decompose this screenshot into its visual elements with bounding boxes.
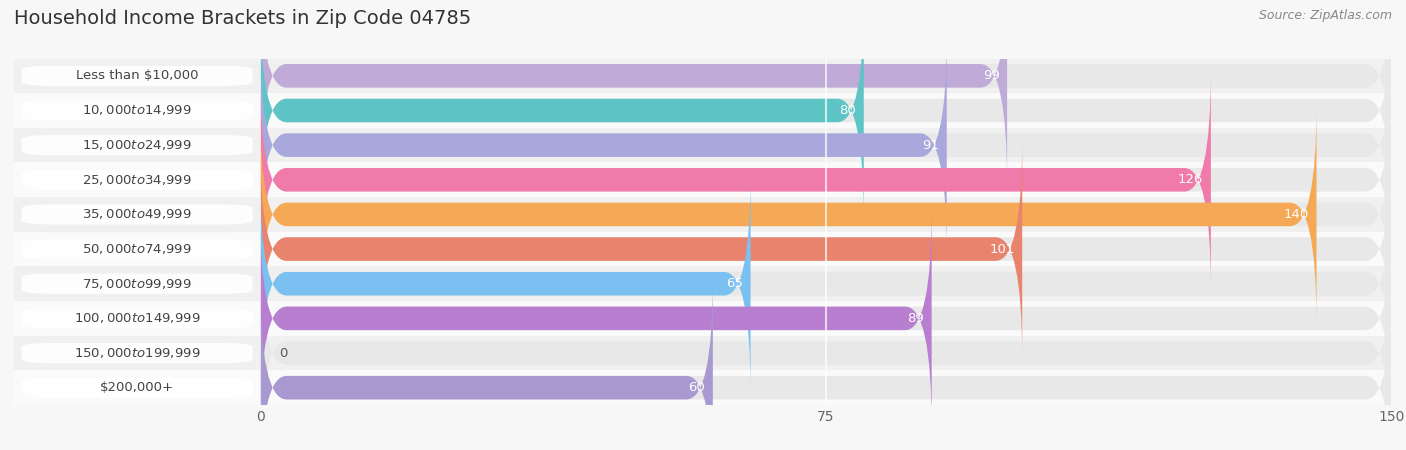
FancyBboxPatch shape <box>21 274 253 294</box>
Text: $200,000+: $200,000+ <box>100 381 174 394</box>
FancyBboxPatch shape <box>260 301 1392 336</box>
FancyBboxPatch shape <box>21 239 253 259</box>
FancyBboxPatch shape <box>260 128 1392 162</box>
FancyBboxPatch shape <box>14 266 260 301</box>
Text: $15,000 to $24,999: $15,000 to $24,999 <box>82 138 193 152</box>
Text: 65: 65 <box>725 277 742 290</box>
Text: $25,000 to $34,999: $25,000 to $34,999 <box>82 173 193 187</box>
FancyBboxPatch shape <box>21 308 253 328</box>
FancyBboxPatch shape <box>260 105 1392 324</box>
FancyBboxPatch shape <box>14 197 260 232</box>
FancyBboxPatch shape <box>260 70 1211 289</box>
FancyBboxPatch shape <box>260 209 932 428</box>
FancyBboxPatch shape <box>260 0 1007 185</box>
FancyBboxPatch shape <box>21 204 253 225</box>
FancyBboxPatch shape <box>14 336 260 370</box>
FancyBboxPatch shape <box>21 343 253 363</box>
FancyBboxPatch shape <box>14 128 260 162</box>
Text: 126: 126 <box>1178 173 1204 186</box>
FancyBboxPatch shape <box>260 232 1392 266</box>
FancyBboxPatch shape <box>260 197 1392 232</box>
FancyBboxPatch shape <box>260 266 1392 301</box>
FancyBboxPatch shape <box>260 58 1392 93</box>
FancyBboxPatch shape <box>21 170 253 190</box>
FancyBboxPatch shape <box>260 174 751 393</box>
FancyBboxPatch shape <box>21 135 253 155</box>
FancyBboxPatch shape <box>21 66 253 86</box>
FancyBboxPatch shape <box>260 1 863 220</box>
FancyBboxPatch shape <box>14 232 260 266</box>
Text: 80: 80 <box>839 104 856 117</box>
FancyBboxPatch shape <box>260 209 1392 428</box>
Text: Household Income Brackets in Zip Code 04785: Household Income Brackets in Zip Code 04… <box>14 9 471 28</box>
FancyBboxPatch shape <box>21 100 253 121</box>
FancyBboxPatch shape <box>14 93 260 128</box>
FancyBboxPatch shape <box>14 370 260 405</box>
FancyBboxPatch shape <box>260 36 946 255</box>
FancyBboxPatch shape <box>260 370 1392 405</box>
FancyBboxPatch shape <box>260 174 1392 393</box>
FancyBboxPatch shape <box>260 70 1392 289</box>
FancyBboxPatch shape <box>21 378 253 398</box>
Text: 101: 101 <box>990 243 1015 256</box>
FancyBboxPatch shape <box>260 36 1392 255</box>
Text: $75,000 to $99,999: $75,000 to $99,999 <box>82 277 193 291</box>
FancyBboxPatch shape <box>260 243 1392 450</box>
FancyBboxPatch shape <box>260 278 713 450</box>
Text: 99: 99 <box>983 69 1000 82</box>
Text: $150,000 to $199,999: $150,000 to $199,999 <box>75 346 200 360</box>
FancyBboxPatch shape <box>260 1 1392 220</box>
Text: 60: 60 <box>689 381 706 394</box>
FancyBboxPatch shape <box>14 162 260 197</box>
Text: $100,000 to $149,999: $100,000 to $149,999 <box>75 311 200 325</box>
FancyBboxPatch shape <box>14 301 260 336</box>
Text: 91: 91 <box>922 139 939 152</box>
Text: 89: 89 <box>907 312 924 325</box>
FancyBboxPatch shape <box>260 93 1392 128</box>
FancyBboxPatch shape <box>260 162 1392 197</box>
FancyBboxPatch shape <box>260 336 1392 370</box>
FancyBboxPatch shape <box>260 140 1022 359</box>
Text: Source: ZipAtlas.com: Source: ZipAtlas.com <box>1258 9 1392 22</box>
Text: $35,000 to $49,999: $35,000 to $49,999 <box>82 207 193 221</box>
FancyBboxPatch shape <box>260 0 1392 185</box>
FancyBboxPatch shape <box>14 58 260 93</box>
FancyBboxPatch shape <box>260 278 1392 450</box>
Text: 0: 0 <box>278 346 287 360</box>
Text: 140: 140 <box>1284 208 1309 221</box>
FancyBboxPatch shape <box>260 140 1392 359</box>
Text: Less than $10,000: Less than $10,000 <box>76 69 198 82</box>
Text: $10,000 to $14,999: $10,000 to $14,999 <box>82 104 193 117</box>
FancyBboxPatch shape <box>260 105 1316 324</box>
Text: $50,000 to $74,999: $50,000 to $74,999 <box>82 242 193 256</box>
